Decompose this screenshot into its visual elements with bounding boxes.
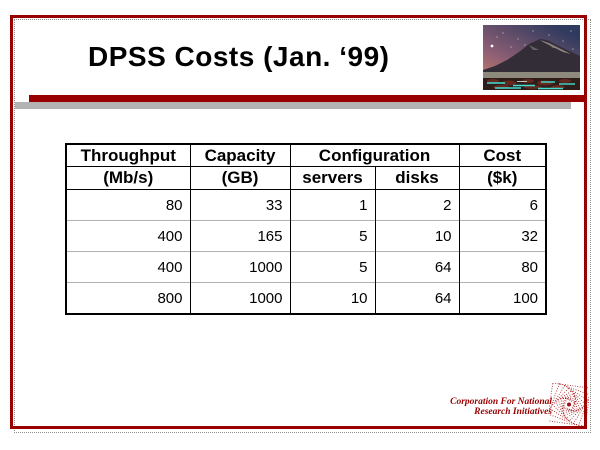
cnri-pinwheel-logo-icon: [549, 383, 589, 426]
cell-servers: 5: [289, 220, 376, 252]
cell-servers: 5: [289, 251, 376, 283]
cell-disks: 2: [374, 189, 460, 221]
cell-cost: 100: [458, 282, 547, 314]
slide-border-frame: [10, 15, 587, 429]
col-header-throughput-unit: (Mb/s): [65, 166, 191, 190]
cell-throughput: 400: [65, 251, 191, 283]
col-header-servers: servers: [289, 166, 376, 190]
costs-table-container: Throughput Capacity Configuration Cost (…: [65, 143, 548, 315]
cell-servers: 1: [289, 189, 376, 221]
table-row: 800 1000 10 64 100: [65, 282, 547, 314]
cnri-credit-line1: Corporation For National: [450, 397, 552, 407]
slide-title: DPSS Costs (Jan. ‘99): [88, 41, 390, 72]
col-header-capacity: Capacity: [189, 143, 291, 167]
cnri-credit-line2: Research Initiatives: [474, 407, 552, 417]
cell-cost: 32: [458, 220, 547, 252]
table-row: 80 33 1 2 6: [65, 189, 547, 221]
cell-capacity: 33: [189, 189, 291, 221]
col-header-capacity-unit: (GB): [189, 166, 291, 190]
pinwheel-graphic: [549, 383, 589, 426]
cell-throughput: 800: [65, 282, 191, 314]
cell-capacity: 165: [189, 220, 291, 252]
col-header-cost: Cost: [458, 143, 547, 167]
header-row-2: (Mb/s) (GB) servers disks ($k): [65, 166, 547, 190]
cell-servers: 10: [289, 282, 376, 314]
cell-disks: 10: [374, 220, 460, 252]
col-header-configuration: Configuration: [289, 143, 460, 167]
cnri-credit: Corporation For National Research Initia…: [390, 397, 552, 417]
header-row-1: Throughput Capacity Configuration Cost: [65, 143, 547, 167]
cell-disks: 64: [374, 251, 460, 283]
table-row: 400 165 5 10 32: [65, 220, 547, 252]
cell-throughput: 400: [65, 220, 191, 252]
mountain-photo-graphic: [483, 25, 580, 90]
table-row: 400 1000 5 64 80: [65, 251, 547, 283]
costs-table: Throughput Capacity Configuration Cost (…: [65, 143, 548, 315]
col-header-cost-unit: ($k): [458, 166, 547, 190]
cell-cost: 80: [458, 251, 547, 283]
col-header-throughput: Throughput: [65, 143, 191, 167]
cell-capacity: 1000: [189, 251, 291, 283]
cell-throughput: 80: [65, 189, 191, 221]
slide-shadow-frame: [14, 19, 591, 433]
cell-cost: 6: [458, 189, 547, 221]
col-header-disks: disks: [374, 166, 460, 190]
dusk-mountain-photo: [483, 25, 580, 90]
cell-disks: 64: [374, 282, 460, 314]
cell-capacity: 1000: [189, 282, 291, 314]
title-underline-bar: [29, 95, 585, 102]
title-underline-shadow: [15, 102, 571, 109]
